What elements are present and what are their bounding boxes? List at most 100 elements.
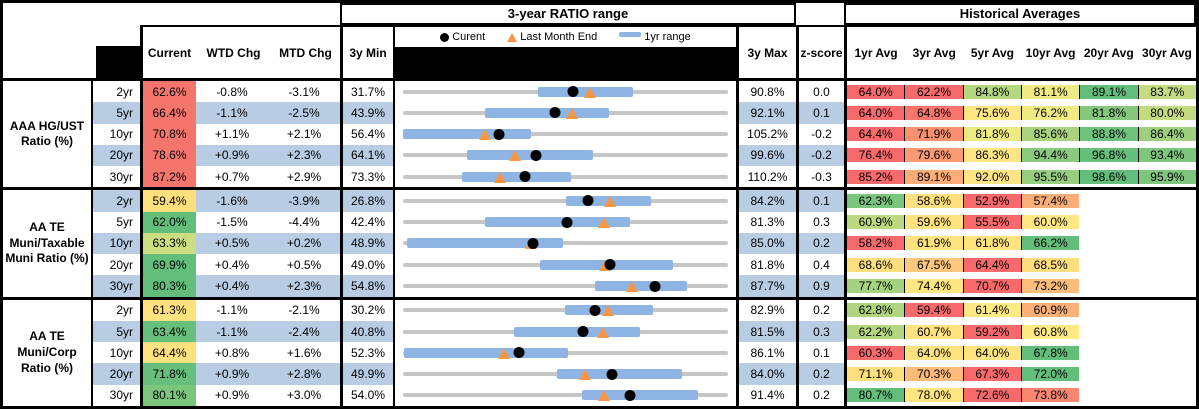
avg-cell[interactable]: 59.4%: [904, 303, 963, 318]
avg-cell[interactable]: 64.4%: [962, 257, 1021, 272]
mtd-chg-cell[interactable]: -2.4%: [268, 320, 340, 343]
wtd-chg-cell[interactable]: -1.5%: [216, 215, 248, 230]
avg-cell[interactable]: 70.7%: [962, 279, 1021, 294]
z-score-cell[interactable]: -0.2: [796, 144, 844, 167]
avg-cell[interactable]: 81.8%: [962, 127, 1021, 142]
mtd-chg-cell[interactable]: -2.5%: [268, 102, 340, 124]
mtd-chg-cell[interactable]: +2.3%: [268, 144, 340, 167]
mtd-chg-cell[interactable]: -4.4%: [288, 215, 320, 230]
avg-cell[interactable]: 79.6%: [904, 148, 963, 163]
current-cell[interactable]: 80.1%: [140, 384, 196, 406]
three-year-min-cell[interactable]: 49.0%: [340, 254, 393, 276]
avg-cell[interactable]: 62.3%: [847, 193, 905, 208]
avg-cell[interactable]: 67.5%: [904, 257, 963, 272]
three-year-max-cell[interactable]: 110.2%: [736, 166, 796, 188]
avg-cell[interactable]: 85.2%: [847, 169, 905, 184]
z-score-cell[interactable]: 0.3: [796, 211, 844, 233]
wtd-chg-cell[interactable]: +0.9%: [214, 388, 250, 403]
three-year-min-cell[interactable]: 48.9%: [340, 232, 393, 255]
three-year-max-cell[interactable]: 86.1%: [736, 342, 796, 364]
current-cell[interactable]: 64.4%: [140, 342, 196, 364]
avg-cell[interactable]: 98.6%: [1079, 169, 1138, 184]
avg-cell[interactable]: 73.2%: [1021, 279, 1080, 294]
three-year-max-cell[interactable]: 81.5%: [736, 320, 796, 343]
current-cell[interactable]: 61.3%: [140, 299, 196, 321]
current-cell[interactable]: 63.3%: [140, 232, 196, 255]
avg-cell[interactable]: 78.0%: [904, 388, 963, 403]
avg-cell[interactable]: 64.0%: [847, 84, 905, 99]
z-score-cell[interactable]: -0.3: [796, 166, 844, 188]
z-score-cell[interactable]: 0.9: [796, 275, 844, 297]
mtd-chg-cell[interactable]: +2.9%: [286, 169, 322, 184]
mtd-chg-cell[interactable]: -3.9%: [268, 190, 340, 212]
avg-cell[interactable]: 76.2%: [1021, 105, 1080, 120]
avg-cell[interactable]: 64.4%: [847, 127, 905, 142]
wtd-chg-cell[interactable]: +0.4%: [214, 257, 250, 272]
wtd-chg-cell[interactable]: +1.1%: [214, 127, 250, 142]
avg-cell[interactable]: 71.9%: [904, 127, 963, 142]
wtd-chg-cell[interactable]: -0.8%: [216, 84, 248, 99]
avg-cell[interactable]: 68.5%: [1021, 257, 1080, 272]
current-cell[interactable]: 78.6%: [140, 144, 196, 167]
avg-cell[interactable]: 92.0%: [962, 169, 1021, 184]
current-cell[interactable]: 63.4%: [140, 320, 196, 343]
current-cell[interactable]: 66.4%: [140, 102, 196, 124]
z-score-cell[interactable]: 0.1: [796, 342, 844, 364]
avg-cell[interactable]: 72.0%: [1021, 367, 1080, 382]
three-year-max-cell[interactable]: 87.7%: [736, 275, 796, 297]
avg-cell[interactable]: 77.7%: [847, 279, 905, 294]
avg-cell[interactable]: 61.4%: [962, 303, 1021, 318]
three-year-max-cell[interactable]: 92.1%: [736, 102, 796, 124]
avg-cell[interactable]: 88.8%: [1079, 127, 1138, 142]
avg-cell[interactable]: 62.2%: [904, 84, 963, 99]
z-score-cell[interactable]: 0.1: [796, 102, 844, 124]
avg-cell[interactable]: 93.4%: [1137, 148, 1196, 163]
avg-cell[interactable]: 55.5%: [962, 215, 1021, 230]
three-year-max-cell[interactable]: 84.0%: [736, 363, 796, 385]
z-score-cell[interactable]: 0.2: [796, 232, 844, 255]
avg-cell[interactable]: 58.2%: [847, 236, 905, 251]
three-year-min-cell[interactable]: 56.4%: [340, 123, 393, 145]
avg-cell[interactable]: 74.4%: [904, 279, 963, 294]
wtd-chg-cell[interactable]: +0.7%: [214, 169, 250, 184]
avg-cell[interactable]: 62.8%: [847, 303, 905, 318]
avg-cell[interactable]: 60.9%: [1021, 303, 1080, 318]
avg-cell[interactable]: 85.6%: [1021, 127, 1080, 142]
avg-cell[interactable]: 60.3%: [847, 345, 905, 360]
avg-cell[interactable]: 62.2%: [847, 324, 905, 339]
avg-cell[interactable]: 64.0%: [847, 105, 905, 120]
three-year-min-cell[interactable]: 31.7%: [340, 81, 393, 103]
three-year-max-cell[interactable]: 105.2%: [736, 123, 796, 145]
wtd-chg-cell[interactable]: -1.1%: [196, 102, 268, 124]
avg-cell[interactable]: 94.4%: [1021, 148, 1080, 163]
avg-cell[interactable]: 60.7%: [904, 324, 963, 339]
wtd-chg-cell[interactable]: +0.4%: [196, 275, 268, 297]
three-year-min-cell[interactable]: 64.1%: [340, 144, 393, 167]
current-cell[interactable]: 71.8%: [140, 363, 196, 385]
mtd-chg-cell[interactable]: +2.1%: [286, 127, 322, 142]
avg-cell[interactable]: 80.0%: [1137, 105, 1196, 120]
three-year-max-cell[interactable]: 90.8%: [736, 81, 796, 103]
avg-cell[interactable]: 86.4%: [1137, 127, 1196, 142]
three-year-min-cell[interactable]: 73.3%: [340, 166, 393, 188]
three-year-min-cell[interactable]: 49.9%: [340, 363, 393, 385]
avg-cell[interactable]: 67.3%: [962, 367, 1021, 382]
mtd-chg-cell[interactable]: +2.3%: [268, 275, 340, 297]
avg-cell[interactable]: 96.8%: [1079, 148, 1138, 163]
avg-cell[interactable]: 64.0%: [962, 345, 1021, 360]
avg-cell[interactable]: 95.5%: [1021, 169, 1080, 184]
avg-cell[interactable]: 67.8%: [1021, 345, 1080, 360]
avg-cell[interactable]: 60.8%: [1021, 324, 1080, 339]
avg-cell[interactable]: 58.6%: [904, 193, 963, 208]
avg-cell[interactable]: 64.0%: [904, 345, 963, 360]
three-year-min-cell[interactable]: 52.3%: [340, 342, 393, 364]
mtd-chg-cell[interactable]: -2.1%: [288, 303, 320, 318]
wtd-chg-cell[interactable]: +0.5%: [196, 232, 268, 255]
three-year-max-cell[interactable]: 91.4%: [736, 384, 796, 406]
avg-cell[interactable]: 60.0%: [1021, 215, 1080, 230]
z-score-cell[interactable]: -0.2: [796, 123, 844, 145]
mtd-chg-cell[interactable]: +3.0%: [286, 388, 322, 403]
avg-cell[interactable]: 81.1%: [1021, 84, 1080, 99]
current-cell[interactable]: 62.6%: [140, 81, 196, 103]
three-year-max-cell[interactable]: 84.2%: [736, 190, 796, 212]
